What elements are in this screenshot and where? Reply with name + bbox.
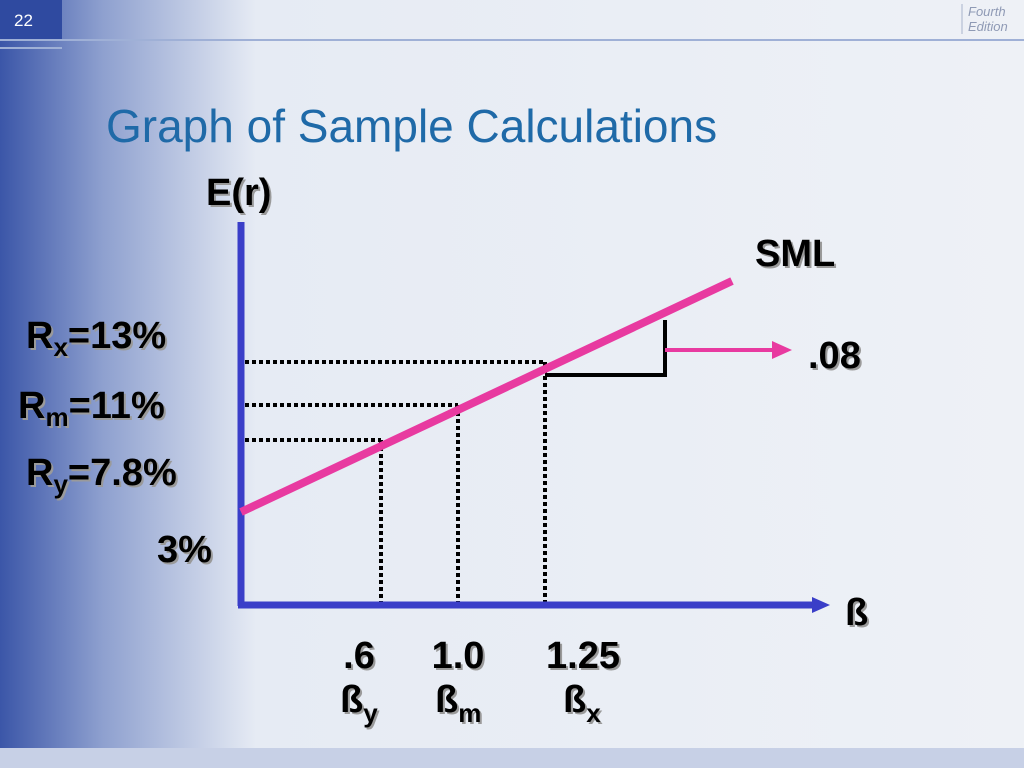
y-axis-label: E(r) bbox=[206, 172, 271, 214]
y-label: Ry=7.8% bbox=[26, 452, 177, 499]
value: =13% bbox=[68, 315, 166, 357]
slide-number: 22 bbox=[14, 11, 33, 30]
symbol: ß bbox=[563, 679, 586, 721]
symbol: ß bbox=[435, 679, 458, 721]
symbol: R bbox=[26, 315, 53, 357]
guides bbox=[245, 360, 547, 603]
value: =7.8% bbox=[68, 452, 177, 494]
x-label-beta: ßy bbox=[340, 679, 378, 728]
line-label: SML bbox=[755, 233, 835, 275]
slide-title: Graph of Sample Calculations bbox=[106, 100, 717, 152]
x-label-beta: ßm bbox=[435, 679, 481, 728]
sml-line bbox=[239, 277, 734, 516]
y-label: Rm=11% bbox=[18, 385, 165, 432]
footer-band bbox=[0, 748, 1024, 768]
slope-label: .08 bbox=[808, 335, 861, 377]
y-label: Rx=13% bbox=[26, 315, 166, 362]
x-axis-arrow bbox=[812, 597, 830, 613]
edition: Edition bbox=[968, 19, 1008, 34]
symbol: R bbox=[26, 452, 53, 494]
subscript: x bbox=[53, 332, 68, 362]
x-label-value: .6 bbox=[343, 635, 375, 677]
subscript: m bbox=[45, 402, 68, 432]
symbol: R bbox=[18, 385, 45, 427]
x-label-value: 1.0 bbox=[432, 635, 485, 677]
y-label: 3% bbox=[157, 529, 212, 571]
slope-box bbox=[545, 320, 667, 377]
x-label-value: 1.25 bbox=[546, 635, 620, 677]
x-axis-label: ß bbox=[845, 592, 868, 634]
subscript: y bbox=[363, 698, 378, 728]
symbol: ß bbox=[340, 679, 363, 721]
x-label-beta: ßx bbox=[563, 679, 601, 728]
slide-number-box bbox=[0, 0, 62, 40]
subscript: m bbox=[458, 698, 481, 728]
value: =11% bbox=[69, 385, 165, 427]
subscript: y bbox=[53, 469, 68, 499]
slope-arrow-head bbox=[772, 341, 792, 359]
subscript: x bbox=[586, 698, 601, 728]
edition: Fourth bbox=[968, 4, 1006, 19]
